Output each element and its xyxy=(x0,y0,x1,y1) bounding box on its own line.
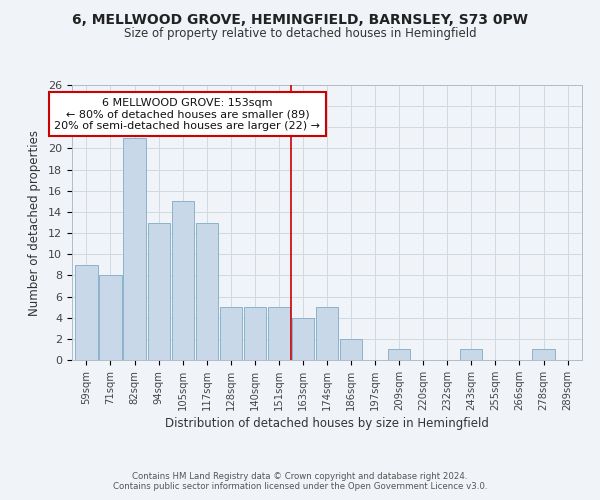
Bar xyxy=(196,222,218,360)
Bar xyxy=(76,265,98,360)
X-axis label: Distribution of detached houses by size in Hemingfield: Distribution of detached houses by size … xyxy=(165,417,489,430)
Bar xyxy=(292,318,314,360)
Bar xyxy=(100,276,122,360)
Text: Contains HM Land Registry data © Crown copyright and database right 2024.: Contains HM Land Registry data © Crown c… xyxy=(132,472,468,481)
Bar xyxy=(388,350,410,360)
Bar xyxy=(172,202,194,360)
Bar xyxy=(220,307,242,360)
Bar xyxy=(268,307,290,360)
Bar xyxy=(124,138,146,360)
Bar xyxy=(244,307,266,360)
Bar xyxy=(148,222,170,360)
Bar xyxy=(532,350,554,360)
Bar xyxy=(316,307,338,360)
Text: Contains public sector information licensed under the Open Government Licence v3: Contains public sector information licen… xyxy=(113,482,487,491)
Text: Size of property relative to detached houses in Hemingfield: Size of property relative to detached ho… xyxy=(124,28,476,40)
Bar xyxy=(340,339,362,360)
Y-axis label: Number of detached properties: Number of detached properties xyxy=(28,130,41,316)
Text: 6, MELLWOOD GROVE, HEMINGFIELD, BARNSLEY, S73 0PW: 6, MELLWOOD GROVE, HEMINGFIELD, BARNSLEY… xyxy=(72,12,528,26)
Bar xyxy=(460,350,482,360)
Text: 6 MELLWOOD GROVE: 153sqm
← 80% of detached houses are smaller (89)
20% of semi-d: 6 MELLWOOD GROVE: 153sqm ← 80% of detach… xyxy=(55,98,320,131)
